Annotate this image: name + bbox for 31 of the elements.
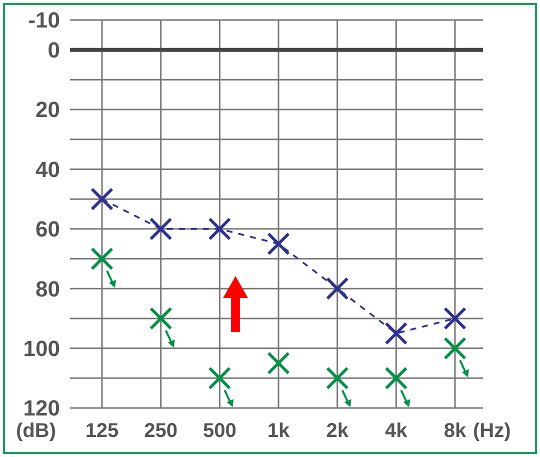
point [384, 322, 408, 345]
point [267, 232, 290, 256]
point [326, 277, 349, 300]
y-tick-label: 40 [36, 156, 60, 182]
x-axis-title: (Hz) [473, 420, 511, 442]
x-tick-label: 1k [267, 420, 290, 442]
y-tick-label: -10 [28, 8, 60, 33]
point [267, 352, 290, 375]
x-tick-label: 500 [202, 420, 236, 442]
point [149, 306, 172, 330]
point [384, 366, 408, 390]
y-tick-label: 0 [48, 38, 60, 63]
point [326, 366, 349, 390]
x-tick-label: 2k [326, 420, 350, 442]
point [149, 217, 172, 240]
y-tick-label: 100 [23, 336, 60, 362]
point [444, 306, 466, 330]
y-tick-label: 80 [36, 276, 60, 302]
point [208, 366, 232, 390]
y-tick-label: 120 [23, 396, 60, 421]
x-tick-label: 250 [144, 420, 178, 442]
x-tick-label: 8k [444, 420, 467, 442]
y-axis-title: (dB) [16, 420, 56, 442]
point [444, 336, 466, 360]
y-tick-label: 60 [36, 216, 60, 242]
x-tick-label: 4k [385, 420, 408, 442]
y-tick-label: 20 [36, 97, 60, 122]
point [90, 188, 114, 211]
x-tick-label: 125 [85, 420, 119, 442]
point [90, 247, 114, 270]
point [208, 217, 232, 240]
